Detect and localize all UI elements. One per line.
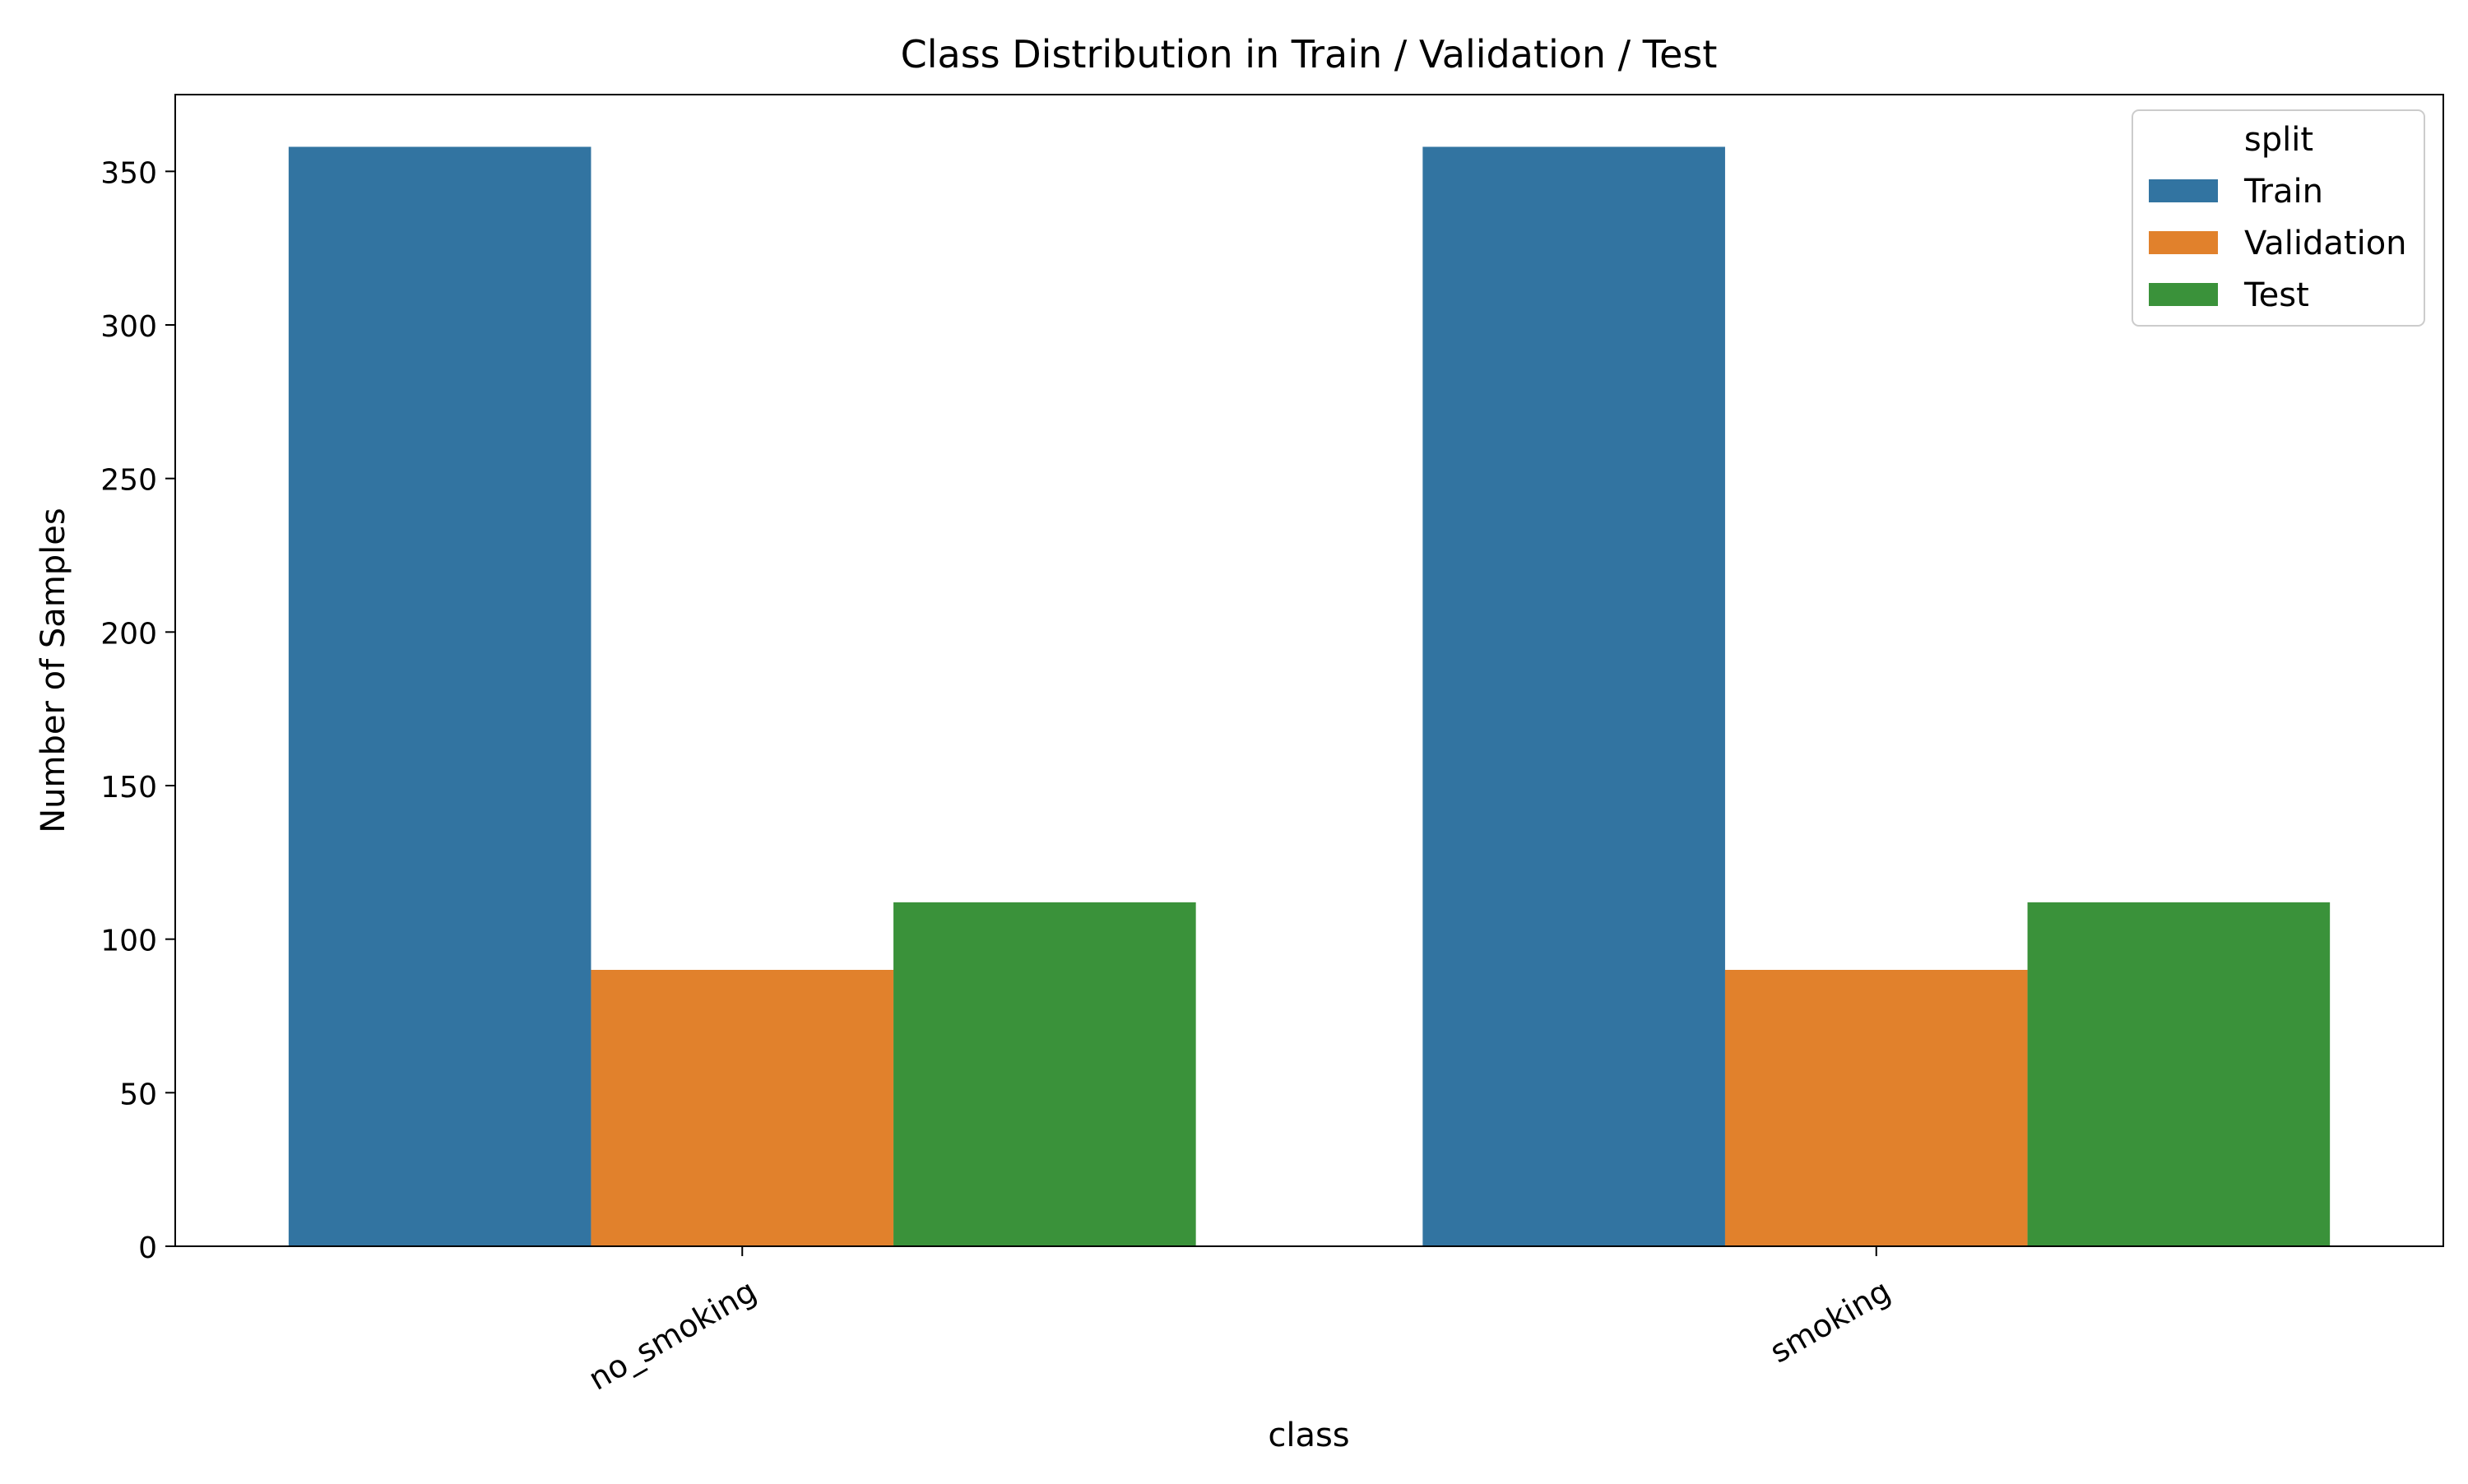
bar-test-no_smoking: [893, 902, 1196, 1246]
legend-label-test: Test: [2243, 276, 2309, 314]
y-tick-label: 0: [138, 1231, 157, 1265]
plot-frame: [174, 94, 2444, 1247]
bar-test-smoking: [2027, 902, 2331, 1246]
y-tick-label: 300: [100, 310, 157, 344]
x-tick-label: no_smoking: [582, 1273, 763, 1398]
legend-title: split: [2244, 121, 2313, 159]
legend-label-train: Train: [2243, 173, 2323, 211]
bar-train-no_smoking: [288, 146, 591, 1246]
legend-label-validation: Validation: [2244, 225, 2407, 262]
y-tick-label: 350: [100, 156, 157, 190]
legend-items: Train Validation Test: [2149, 173, 2407, 314]
legend: split Train Validation Test: [2132, 109, 2425, 327]
chart-title: Class Distribution in Train / Validation…: [901, 32, 1718, 77]
legend-frame: [2132, 109, 2425, 327]
bar-validation-no_smoking: [591, 970, 894, 1246]
legend-swatch-train: [2149, 179, 2218, 202]
y-tick-label: 150: [100, 771, 157, 805]
y-tick-label: 100: [100, 925, 157, 958]
y-tick-label: 50: [119, 1078, 157, 1111]
legend-swatch-test: [2149, 283, 2218, 306]
x-tick-label: smoking: [1764, 1273, 1896, 1370]
plot-area: 0 50 100 150 200 250 300 350 no_smoking smoking: [100, 94, 2444, 1398]
bar-validation-smoking: [1724, 970, 2028, 1246]
y-tick-label: 200: [100, 617, 157, 651]
x-axis-label: class: [1268, 1417, 1349, 1454]
bar-train-smoking: [1422, 146, 1725, 1246]
y-tick-label: 250: [100, 464, 157, 498]
y-axis-label: Number of Samples: [35, 508, 72, 833]
legend-swatch-validation: [2149, 231, 2218, 254]
